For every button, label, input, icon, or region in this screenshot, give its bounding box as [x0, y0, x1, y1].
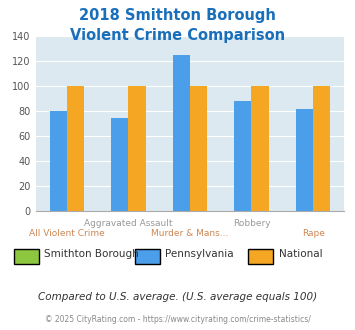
Bar: [111, 117, 129, 211]
Bar: [67, 86, 84, 211]
Bar: [190, 86, 207, 211]
Text: Compared to U.S. average. (U.S. average equals 100): Compared to U.S. average. (U.S. average …: [38, 292, 317, 302]
Bar: [173, 55, 190, 211]
Text: Robbery: Robbery: [233, 219, 270, 228]
Text: Aggravated Assault: Aggravated Assault: [84, 219, 173, 228]
Text: Violent Crime Comparison: Violent Crime Comparison: [70, 28, 285, 43]
Text: Smithton Borough: Smithton Borough: [44, 249, 139, 259]
Text: All Violent Crime: All Violent Crime: [29, 229, 105, 238]
Text: Rape: Rape: [302, 229, 324, 238]
Bar: [251, 86, 269, 211]
Text: Pennsylvania: Pennsylvania: [165, 249, 234, 259]
Text: 2018 Smithton Borough: 2018 Smithton Borough: [79, 8, 276, 23]
Bar: [50, 111, 67, 211]
Text: Murder & Mans...: Murder & Mans...: [151, 229, 229, 238]
Bar: [234, 101, 251, 211]
Bar: [296, 109, 313, 211]
Text: National: National: [279, 249, 322, 259]
Text: © 2025 CityRating.com - https://www.cityrating.com/crime-statistics/: © 2025 CityRating.com - https://www.city…: [45, 315, 310, 324]
Bar: [313, 86, 330, 211]
Bar: [129, 86, 146, 211]
